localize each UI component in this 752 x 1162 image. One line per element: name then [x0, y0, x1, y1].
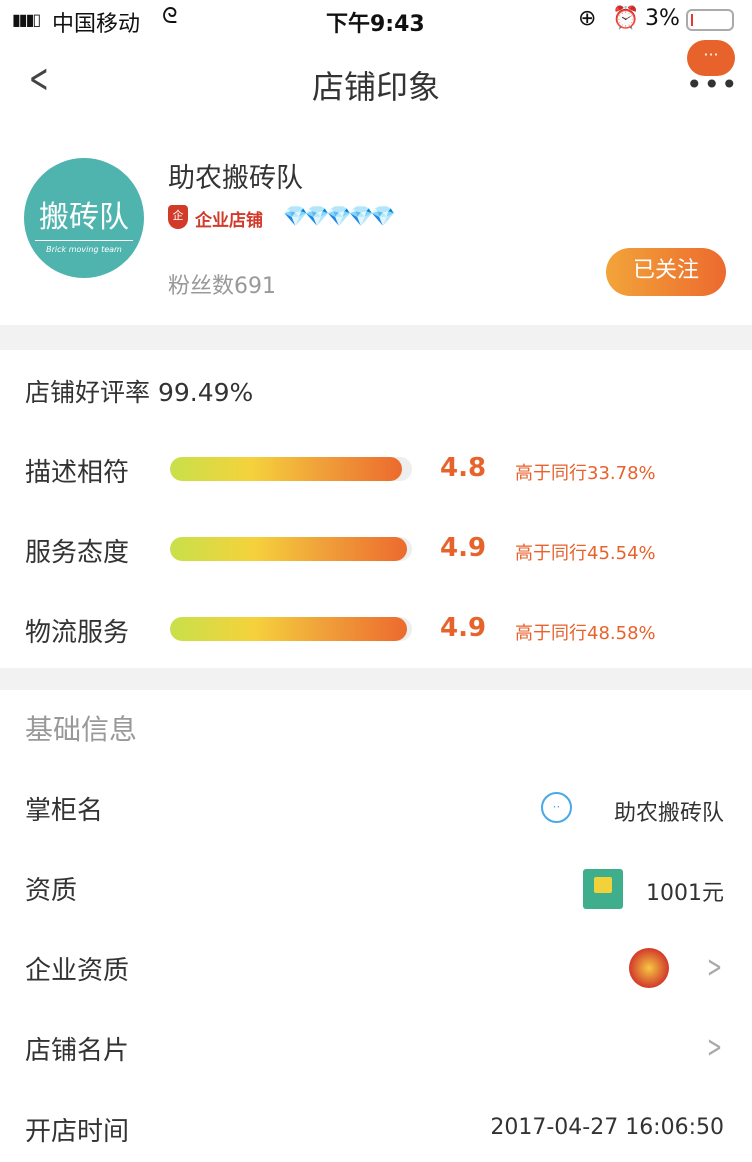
rating-score: 4.8 [440, 453, 487, 483]
rating-label: 服务态度 [25, 538, 130, 568]
rating-bar [170, 537, 412, 561]
rating-title: 店铺好评率 99.49% [25, 378, 254, 407]
status-bar: ▮▮▮▯ 中国移动 ᘓ 下午9:43 ⊕ ⏰ 3% [0, 0, 752, 40]
chevron-right-icon: > [707, 1030, 723, 1065]
shop-logo: 搬砖队 Brick moving team [24, 158, 144, 278]
row-value: 2017-04-27 16:06:50 [490, 1115, 724, 1140]
divider [0, 325, 752, 350]
divider [0, 668, 752, 690]
rating-bar [170, 617, 412, 641]
shop-name: 助农搬砖队 [168, 163, 303, 194]
rating-score: 4.9 [440, 613, 487, 643]
enterprise-shield-icon: 企 [168, 205, 188, 229]
row-label: 企业资质 [25, 956, 130, 986]
alarm-icon: ⏰ [612, 6, 640, 31]
rating-compare: 高于同行33.78% [515, 463, 656, 484]
rating-label: 描述相符 [25, 458, 130, 488]
rotation-lock-icon: ⊕ [578, 6, 597, 31]
fans-count: 粉丝数691 [168, 274, 276, 299]
battery-percent: 3% [645, 6, 680, 31]
row-label: 开店时间 [25, 1117, 130, 1147]
rating-label: 物流服务 [25, 618, 130, 648]
owner-avatar-icon: ·· [541, 792, 572, 823]
more-button[interactable]: ••• [686, 68, 739, 101]
rating-bar [170, 457, 412, 481]
row-value: 助农搬砖队 [613, 801, 724, 826]
rating-bar-fill [170, 457, 403, 481]
rating-score: 4.9 [440, 533, 487, 563]
rating-compare: 高于同行48.58% [515, 623, 656, 644]
deposit-icon [583, 869, 623, 909]
carrier: 中国移动 [52, 12, 141, 37]
back-button[interactable]: < [28, 56, 49, 102]
row-label: 掌柜名 [25, 796, 104, 826]
row-label: 店铺名片 [25, 1036, 130, 1066]
rating-bar-fill [170, 617, 408, 641]
clock: 下午9:43 [326, 12, 425, 37]
chevron-right-icon: > [707, 950, 723, 985]
battery-icon [686, 9, 734, 31]
national-emblem-icon [629, 948, 669, 988]
signal-icon: ▮▮▮▯ [12, 10, 41, 29]
rating-bar-fill [170, 537, 408, 561]
enterprise-badge: 企业店铺 [195, 211, 263, 231]
basic-info-title: 基础信息 [25, 713, 138, 746]
message-bubble-icon[interactable]: ··· [687, 40, 735, 76]
diamond-level-icons: 💎💎💎💎💎 [283, 204, 396, 228]
wifi-icon: ᘓ [162, 4, 178, 29]
row-value: 1001元 [646, 881, 724, 906]
page-title: 店铺印象 [311, 68, 440, 106]
row-label: 资质 [25, 876, 78, 906]
rating-compare: 高于同行45.54% [515, 543, 656, 564]
follow-button[interactable]: 已关注 [606, 248, 726, 296]
